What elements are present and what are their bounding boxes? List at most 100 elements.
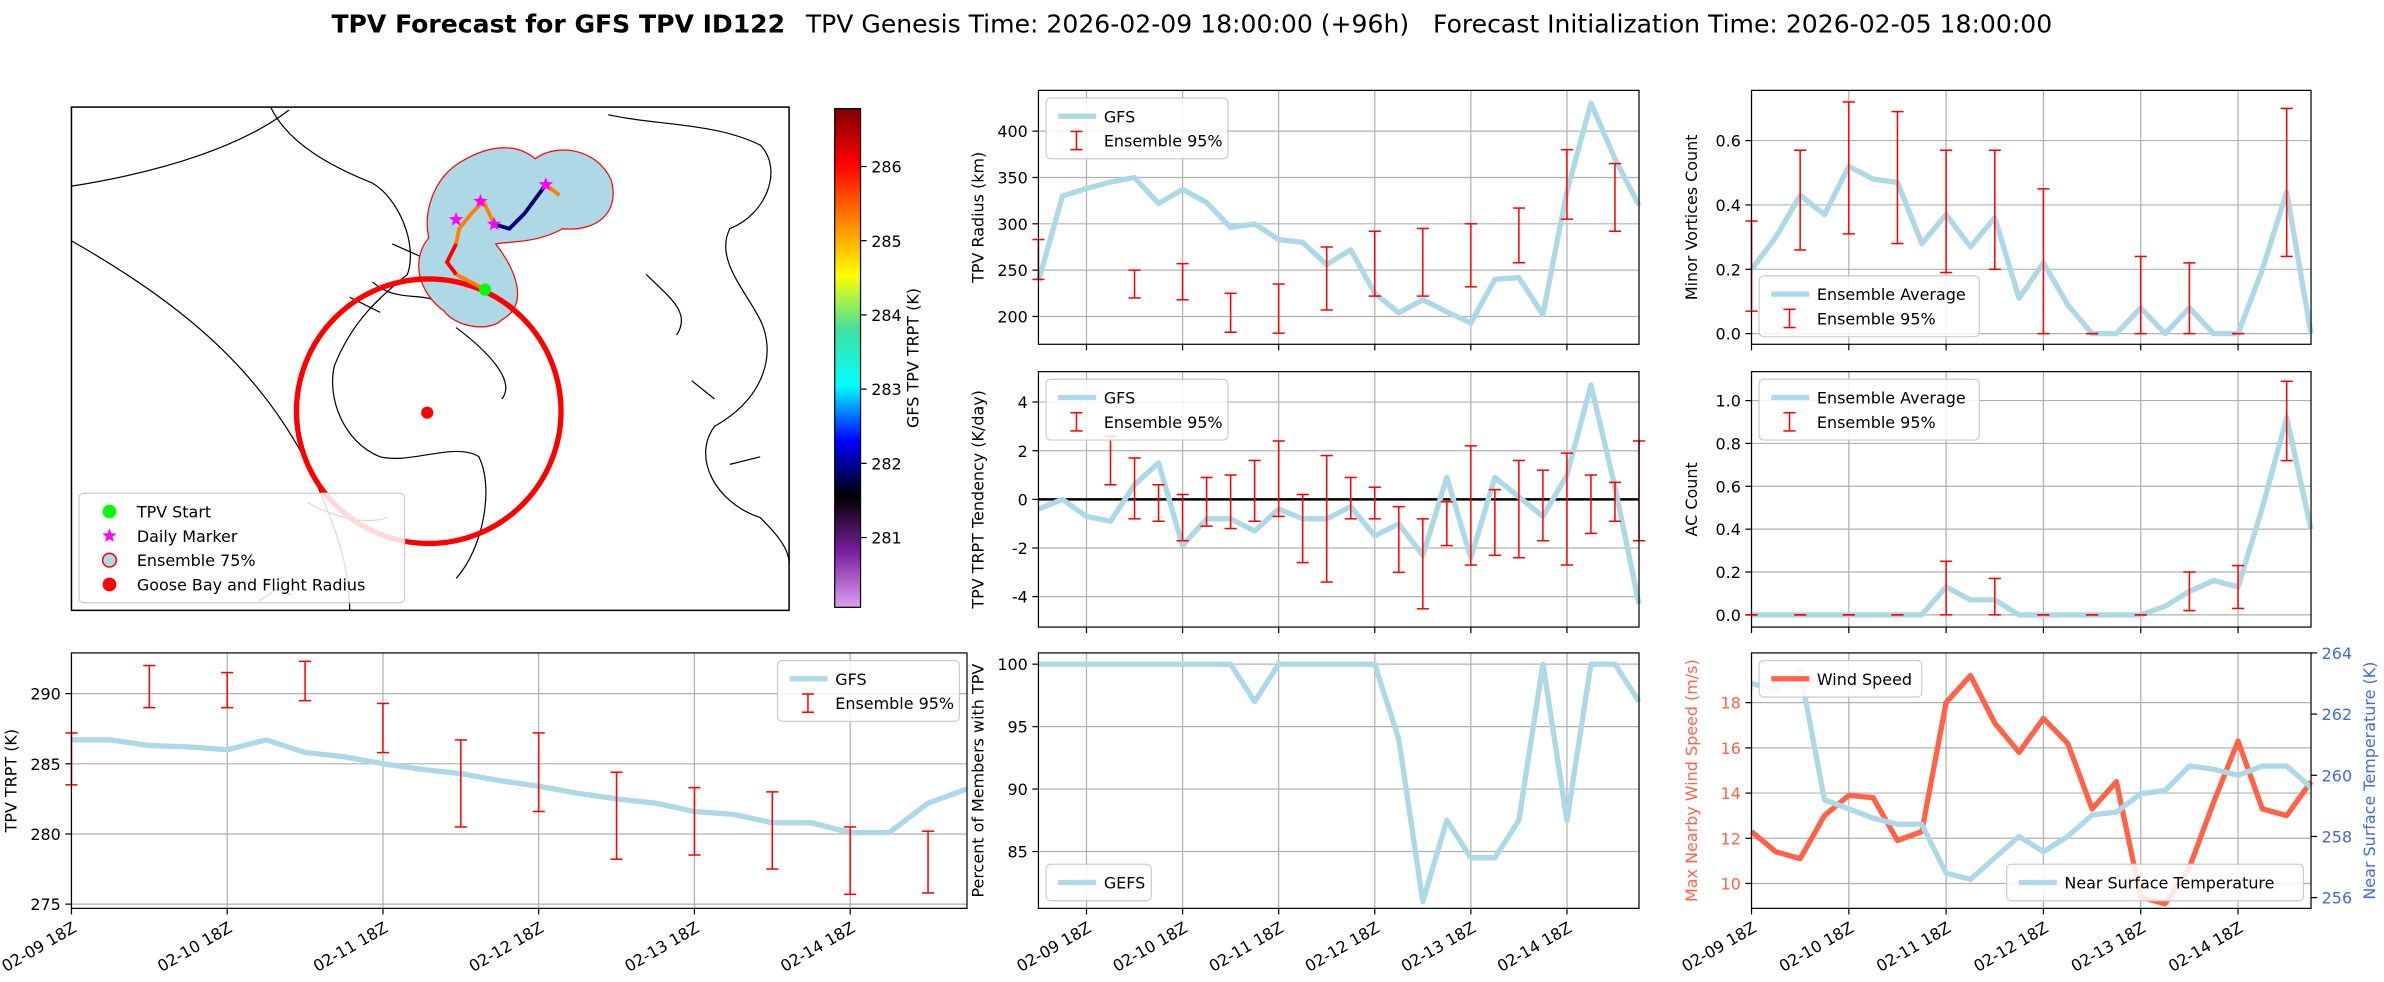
error-bar bbox=[844, 826, 857, 896]
series-line bbox=[1038, 661, 1642, 905]
y-tick-label: 10 bbox=[1721, 875, 1741, 894]
error-bar bbox=[1988, 577, 2001, 616]
error-bar bbox=[1416, 518, 1429, 610]
y-tick-label: 0.8 bbox=[1715, 435, 1740, 454]
y-axis-label: AC Count bbox=[1682, 462, 1701, 536]
error-bar bbox=[1128, 269, 1141, 299]
colorbar bbox=[834, 108, 862, 608]
y-tick-label: 18 bbox=[1721, 694, 1741, 713]
x-tick-label: 02-11 18Z bbox=[1873, 918, 1954, 976]
error-bar bbox=[532, 732, 545, 813]
error-bar bbox=[1512, 207, 1525, 264]
x-tick-label: 02-13 18Z bbox=[621, 918, 702, 976]
legend-label: GFS bbox=[1104, 107, 1135, 126]
legend-label: GEFS bbox=[1104, 874, 1145, 893]
y-tick-label: 0 bbox=[1018, 490, 1028, 509]
daily-marker bbox=[486, 216, 502, 231]
y-tick-label: 90 bbox=[1007, 780, 1027, 799]
x-tick-label: 02-13 18Z bbox=[2068, 918, 2149, 976]
error-bar bbox=[1368, 230, 1381, 297]
colorbar-tick-label: 281 bbox=[871, 529, 901, 548]
y-tick-label: -2 bbox=[1012, 539, 1028, 558]
error-bar bbox=[688, 786, 701, 856]
x-tick-label: 02-11 18Z bbox=[1206, 918, 1287, 976]
series-line bbox=[1035, 100, 1642, 326]
error-bar bbox=[1296, 493, 1309, 564]
error-bar bbox=[1368, 486, 1381, 520]
y-axis-label: Minor Vortices Count bbox=[1682, 134, 1701, 300]
daily-marker bbox=[538, 177, 554, 191]
y2-tick-label: 262 bbox=[2322, 705, 2352, 724]
axes-frame bbox=[70, 652, 968, 909]
error-bar bbox=[1512, 459, 1525, 559]
y-tick-label: 0.4 bbox=[1715, 196, 1740, 215]
series-line bbox=[1037, 382, 1642, 605]
x-tick-label: 02-10 18Z bbox=[154, 918, 235, 976]
y-tick-label: 4 bbox=[1018, 393, 1028, 412]
error-bar bbox=[1560, 452, 1574, 566]
x-tick-label: 02-09 18Z bbox=[1013, 918, 1094, 976]
y-tick-label: 275 bbox=[30, 895, 60, 914]
error-bar bbox=[1794, 149, 1807, 251]
legend-box bbox=[1758, 378, 1980, 441]
daily-marker bbox=[473, 193, 488, 208]
series-line bbox=[71, 737, 968, 836]
legend-box bbox=[1045, 97, 1229, 160]
y-tick-label: 0.2 bbox=[1715, 563, 1740, 582]
figure-title: TPV Forecast for GFS TPV ID122 bbox=[331, 10, 785, 39]
axes-frame bbox=[1037, 89, 1640, 345]
y-tick-label: 16 bbox=[1721, 739, 1741, 758]
error-bar bbox=[1344, 476, 1357, 520]
error-bar bbox=[1488, 488, 1501, 557]
error-bar bbox=[2134, 255, 2147, 335]
x-tick-label: 02-10 18Z bbox=[1776, 918, 1857, 976]
error-bar bbox=[766, 791, 779, 870]
error-bar bbox=[2183, 262, 2196, 335]
legend-label: Ensemble 95% bbox=[1104, 413, 1223, 432]
error-bar bbox=[1536, 469, 1549, 542]
error-bar bbox=[298, 660, 312, 702]
x-tick-label: 02-12 18Z bbox=[1302, 918, 1383, 976]
error-bar bbox=[1272, 440, 1285, 518]
y-tick-label: 0.2 bbox=[1715, 260, 1740, 279]
error-bar bbox=[1176, 493, 1189, 542]
legend-marker bbox=[102, 504, 117, 519]
x-tick-label: 02-14 18Z bbox=[1494, 918, 1575, 976]
x-tick-label: 02-09 18Z bbox=[1678, 918, 1759, 976]
error-bar bbox=[921, 830, 935, 894]
error-bar bbox=[1891, 110, 1904, 245]
legend-label: GFS bbox=[1104, 389, 1135, 408]
error-bar bbox=[1272, 283, 1285, 334]
legend-marker bbox=[102, 577, 117, 592]
error-bar bbox=[2280, 380, 2293, 462]
y-axis-label: TPV TRPT Tendency (K/day) bbox=[969, 390, 988, 610]
y2-tick-label: 256 bbox=[2322, 889, 2352, 908]
daily-marker bbox=[448, 212, 464, 226]
error-bar bbox=[143, 664, 156, 709]
y-tick-label: 0.0 bbox=[1715, 606, 1740, 625]
legend-label: Goose Bay and Flight Radius bbox=[137, 576, 366, 595]
legend-box bbox=[1758, 659, 1923, 698]
error-bar bbox=[1224, 474, 1237, 530]
panel: 0.0 0.2 0.4 0.6 Ensemble Average Ensemble 95%… bbox=[1682, 89, 2314, 351]
error-bar bbox=[1248, 459, 1261, 523]
error-bar bbox=[2183, 571, 2196, 612]
series-line bbox=[1749, 672, 2314, 907]
error-bar bbox=[376, 702, 390, 754]
figure-subtitle: TPV Genesis Time: 2026-02-09 18:00:00 (+… bbox=[805, 10, 2052, 39]
y-tick-label: 290 bbox=[30, 685, 60, 704]
y-tick-label: -4 bbox=[1012, 588, 1028, 607]
tpv-start bbox=[478, 283, 492, 296]
legend-box bbox=[1045, 378, 1229, 441]
y-tick-label: 350 bbox=[997, 169, 1027, 188]
error-bar bbox=[1128, 457, 1141, 520]
y-tick-label: 0.4 bbox=[1715, 520, 1740, 539]
error-bar bbox=[1320, 246, 1333, 311]
axes-frame bbox=[1750, 89, 2312, 345]
legend-marker bbox=[101, 552, 118, 568]
axes-frame bbox=[1037, 371, 1640, 628]
x-tick-label: 02-13 18Z bbox=[1398, 918, 1479, 976]
legend-label: Ensemble Average bbox=[1817, 285, 1966, 304]
goose-bay bbox=[421, 406, 434, 419]
colorbar-tick-label: 286 bbox=[871, 158, 901, 177]
